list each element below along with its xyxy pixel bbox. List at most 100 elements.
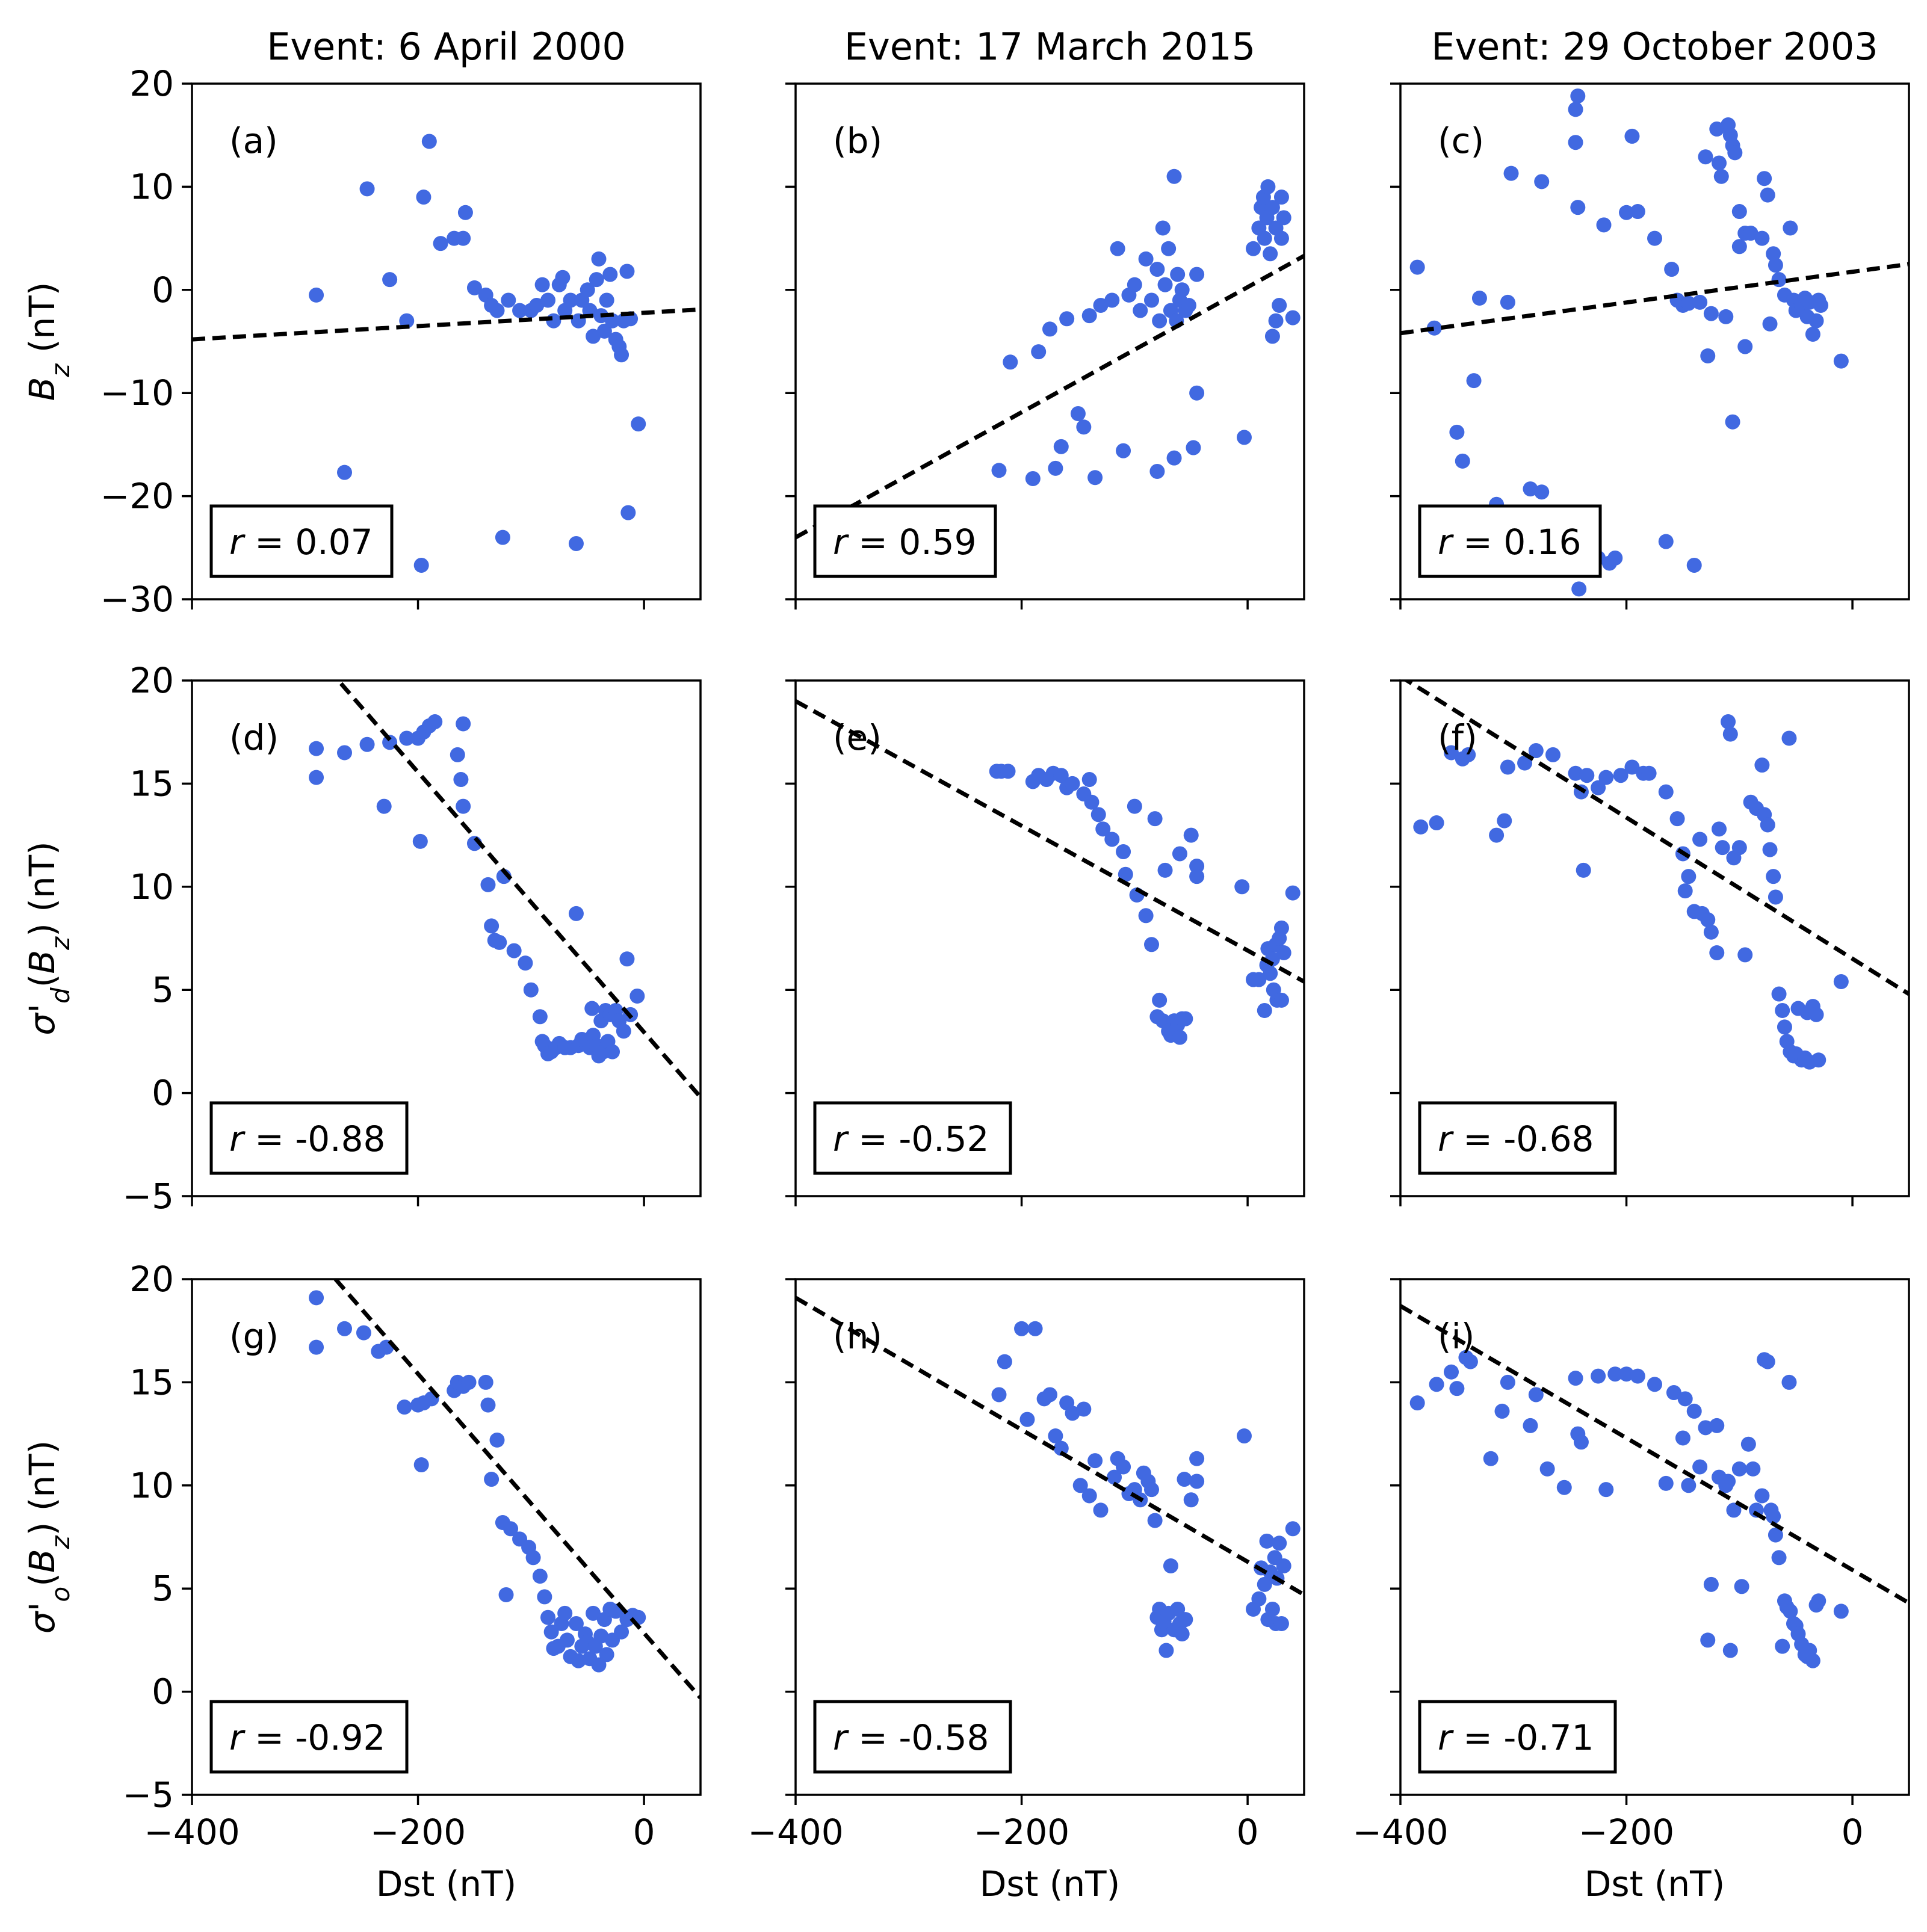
- data-point: [1259, 1533, 1275, 1549]
- data-point: [1591, 780, 1606, 795]
- data-point: [1528, 1387, 1544, 1403]
- data-point: [997, 1354, 1012, 1369]
- data-point: [309, 287, 324, 303]
- data-point: [1251, 1591, 1267, 1606]
- column-title: Event: 6 April 2000: [267, 25, 626, 69]
- correlation-box: [209, 1700, 409, 1774]
- data-point: [1658, 784, 1674, 800]
- data-point: [1116, 1459, 1131, 1475]
- data-point: [1573, 1434, 1589, 1450]
- data-point: [1174, 282, 1190, 298]
- data-point: [1116, 844, 1131, 860]
- data-point: [614, 347, 629, 363]
- data-point: [1257, 230, 1272, 246]
- data-point: [1757, 171, 1772, 187]
- data-point: [427, 714, 443, 730]
- data-point: [1692, 832, 1708, 847]
- data-point: [1246, 241, 1261, 256]
- data-point: [1745, 1461, 1761, 1477]
- data-point: [1264, 329, 1280, 344]
- data-point: [1147, 811, 1163, 827]
- data-point: [1762, 316, 1778, 332]
- y-tick-label: −5: [123, 1176, 175, 1217]
- data-point: [1700, 1632, 1716, 1648]
- data-point: [1630, 204, 1645, 220]
- y-axis-label-text: σ'o(Bz) (nT): [22, 1440, 75, 1634]
- data-point: [1273, 992, 1289, 1008]
- data-point: [489, 1432, 505, 1448]
- data-point: [1426, 320, 1442, 336]
- data-point: [1703, 1576, 1719, 1592]
- data-point: [1700, 912, 1716, 928]
- data-point: [1234, 879, 1250, 895]
- y-axis-label-text: Bz (nT): [22, 282, 75, 401]
- data-point: [1065, 776, 1080, 791]
- data-point: [1545, 747, 1560, 762]
- y-tick-label: 20: [129, 63, 174, 104]
- data-point: [359, 181, 375, 197]
- data-point: [1276, 945, 1291, 960]
- data-point: [1409, 259, 1425, 275]
- data-point: [1144, 937, 1159, 952]
- axes-frame: [794, 1278, 1305, 1796]
- correlation-label: r = -0.71: [1438, 1717, 1594, 1758]
- y-tick-label: −30: [101, 579, 174, 620]
- data-point: [1042, 1387, 1057, 1403]
- data-point: [1607, 1366, 1623, 1382]
- data-point: [1664, 262, 1680, 277]
- panel-h: −400 −200 0 (h) r = -0.58 Dst (nT): [747, 1278, 1305, 1904]
- fit-line: [192, 307, 701, 342]
- correlation-box: [209, 504, 394, 578]
- data-point: [1429, 815, 1444, 831]
- data-point: [1183, 827, 1199, 843]
- data-point: [1081, 772, 1097, 788]
- data-point: [1783, 220, 1798, 236]
- x-tick-label: −400: [1352, 1812, 1448, 1853]
- panel-letter: (i): [1438, 1316, 1474, 1357]
- data-point: [1260, 179, 1276, 194]
- x-tick-label: −200: [974, 1812, 1069, 1853]
- fit-line: [1400, 262, 1909, 336]
- data-point: [1138, 251, 1154, 267]
- data-point: [1709, 121, 1725, 137]
- data-point: [1658, 534, 1674, 549]
- data-point: [1409, 1395, 1425, 1411]
- data-point: [1104, 832, 1120, 847]
- data-point: [309, 1290, 324, 1306]
- data-point: [557, 1605, 573, 1621]
- data-point: [1264, 1601, 1280, 1617]
- panel-e: (e) r = -0.52: [785, 679, 1305, 1206]
- data-point: [501, 292, 516, 308]
- data-point: [1236, 1428, 1252, 1444]
- data-point: [1118, 866, 1133, 882]
- data-point: [1760, 817, 1775, 833]
- data-point: [629, 988, 645, 1004]
- data-point: [1743, 226, 1758, 241]
- data-point: [1076, 419, 1092, 435]
- data-point: [512, 303, 528, 318]
- panel-letter: (h): [833, 1316, 882, 1357]
- data-point: [532, 1569, 548, 1584]
- data-point: [619, 264, 635, 279]
- correlation-box: [1418, 1700, 1617, 1774]
- data-point: [484, 918, 500, 934]
- data-point: [1276, 210, 1291, 226]
- data-point: [1429, 1377, 1444, 1392]
- data-point: [1775, 1002, 1790, 1018]
- data-point: [1025, 471, 1041, 486]
- scatter-points: [991, 1321, 1301, 1658]
- data-point: [1157, 277, 1173, 292]
- data-point: [1189, 869, 1205, 884]
- data-point: [616, 1023, 631, 1039]
- data-point: [1455, 453, 1470, 469]
- data-point: [1127, 277, 1142, 292]
- data-point: [421, 134, 437, 149]
- y-axis-label: σ'o(Bz) (nT): [22, 1440, 75, 1634]
- data-point: [1677, 883, 1693, 899]
- data-point: [1703, 306, 1719, 321]
- data-point: [1236, 430, 1252, 445]
- data-point: [1144, 1482, 1159, 1498]
- fit-line-group: [796, 254, 1304, 540]
- data-point: [1500, 294, 1515, 310]
